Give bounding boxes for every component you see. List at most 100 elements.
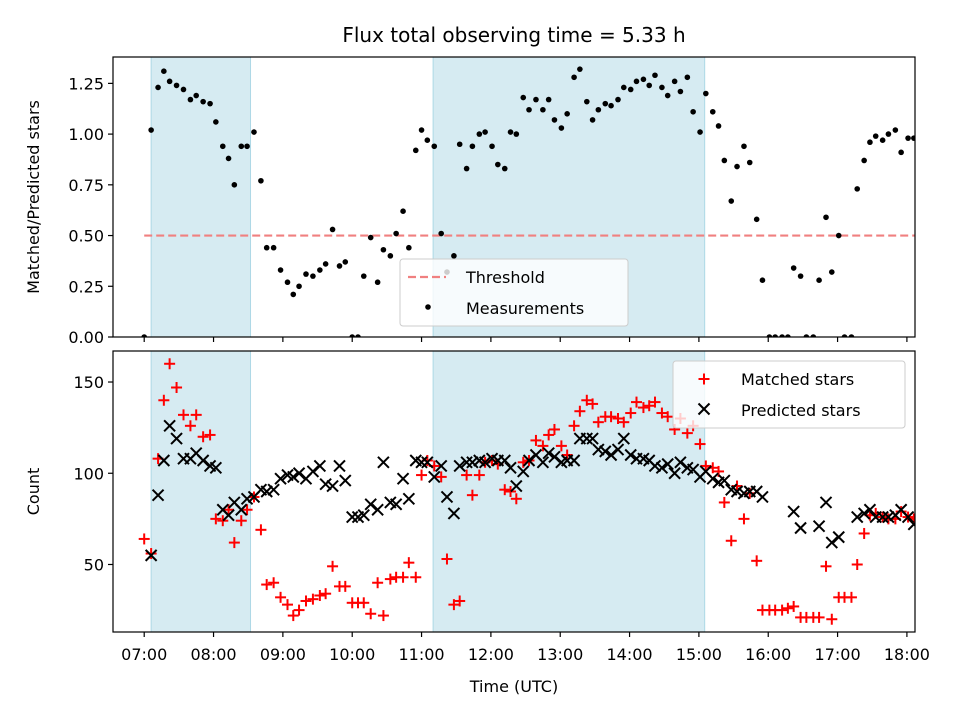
measurement-point: [620, 84, 627, 91]
predicted-star-point: [163, 419, 176, 433]
matched-star-point: [499, 484, 511, 496]
measurement-point: [861, 157, 867, 164]
matched-star-point: [327, 560, 339, 572]
measurement-point: [892, 127, 899, 133]
matched-star-point: [845, 591, 857, 603]
predicted-star-point: [624, 448, 637, 462]
measurement-point: [387, 253, 394, 259]
predicted-star-point: [706, 472, 719, 485]
measurement-point: [741, 143, 747, 150]
matched-star-point: [574, 405, 586, 417]
measurement-point: [431, 143, 438, 150]
matched-star-point: [555, 440, 567, 452]
y-tick-label: 150: [73, 373, 104, 392]
predicted-star-point: [882, 510, 895, 524]
measurement-point: [879, 137, 886, 143]
measurement-point: [219, 143, 226, 150]
measurement-point: [495, 161, 501, 168]
measurement-point: [564, 111, 570, 117]
predicted-star-point: [718, 474, 731, 487]
measurement-point: [380, 246, 387, 253]
predicted-star-point: [170, 432, 183, 445]
measurement-point: [577, 66, 583, 72]
y-tick-label: 0.50: [68, 227, 104, 246]
measurement-point: [816, 277, 822, 283]
measurement-point: [342, 259, 349, 265]
measurement-point: [779, 334, 785, 337]
measurement-point: [336, 263, 343, 269]
predicted-star-point: [510, 479, 523, 493]
matched-star-point: [287, 610, 299, 622]
measurement-point: [374, 279, 381, 286]
x-tick-label: 15:00: [676, 645, 722, 664]
measurement-point: [803, 334, 810, 337]
matched-star-point: [543, 429, 555, 441]
matched-star-point: [441, 553, 453, 565]
measurement-point: [721, 157, 728, 164]
predicted-star-point: [313, 459, 327, 473]
predicted-star-point: [287, 470, 300, 484]
measurement-point: [200, 98, 206, 105]
matched-star-point: [461, 469, 473, 481]
matched-star-point: [372, 577, 384, 589]
legend-label: Matched stars: [741, 370, 854, 389]
measurement-point: [835, 232, 842, 239]
measurement-point: [646, 82, 653, 89]
matched-star-point: [700, 460, 712, 472]
predicted-star-point: [498, 454, 511, 467]
legend: Matched stars Predicted stars: [672, 360, 906, 429]
matched-star-point: [612, 413, 624, 425]
measurement-point: [746, 159, 753, 166]
matched-star-point: [505, 486, 517, 497]
measurement-point: [303, 271, 309, 277]
predicted-star-point: [812, 519, 826, 533]
matched-star-point: [744, 487, 756, 499]
matched-star-point: [158, 394, 170, 406]
measurement-point: [520, 94, 527, 101]
measurement-point: [451, 253, 457, 259]
matched-star-point: [473, 469, 485, 481]
matched-star-point: [548, 423, 560, 435]
measurement-point: [753, 216, 760, 223]
measurement-point: [627, 86, 634, 93]
measurement-point: [828, 269, 835, 275]
matched-star-point: [649, 396, 661, 408]
matched-star-point: [851, 558, 863, 570]
predicted-star-point: [674, 456, 687, 469]
matched-star-point: [605, 411, 617, 423]
matched-star-point: [184, 420, 196, 432]
matched-star-point: [643, 400, 655, 412]
matched-star-point: [255, 524, 267, 536]
top-panel: 0.00 0.25 0.50 0.75 1.00 1.25 Matched/Predicte…: [24, 56, 916, 347]
legend-box: [672, 360, 906, 429]
matched-star-point: [592, 416, 604, 428]
matched-star-point: [625, 407, 637, 419]
matched-star-point: [858, 527, 870, 539]
predicted-star-point: [907, 518, 915, 531]
matched-star-point: [813, 611, 825, 623]
predicted-star-point: [478, 456, 492, 469]
measurement-point: [848, 334, 855, 337]
measurement-point: [161, 68, 167, 75]
predicted-star-point: [548, 450, 561, 464]
x-tick-label: 18:00: [884, 645, 930, 664]
measurement-point: [141, 334, 148, 337]
predicted-star-point: [306, 465, 320, 478]
measurement-point: [469, 143, 476, 150]
predicted-star-point: [346, 510, 359, 524]
y-tick-label: 0.00: [68, 328, 104, 347]
matched-star-point: [510, 493, 522, 505]
measurement-point: [349, 334, 356, 337]
predicted-star-point: [267, 483, 280, 496]
predicted-star-point: [440, 490, 454, 504]
predicted-star-point: [222, 509, 235, 522]
matched-star-point: [788, 600, 800, 612]
measurement-point: [785, 334, 791, 337]
predicted-star-point: [235, 503, 248, 516]
predicted-star-point: [371, 503, 384, 516]
measurement-point: [501, 165, 508, 172]
matched-star-point: [718, 496, 730, 508]
matched-star-point: [320, 588, 332, 600]
matched-star-point: [656, 407, 668, 419]
predicted-star-point: [863, 503, 877, 516]
